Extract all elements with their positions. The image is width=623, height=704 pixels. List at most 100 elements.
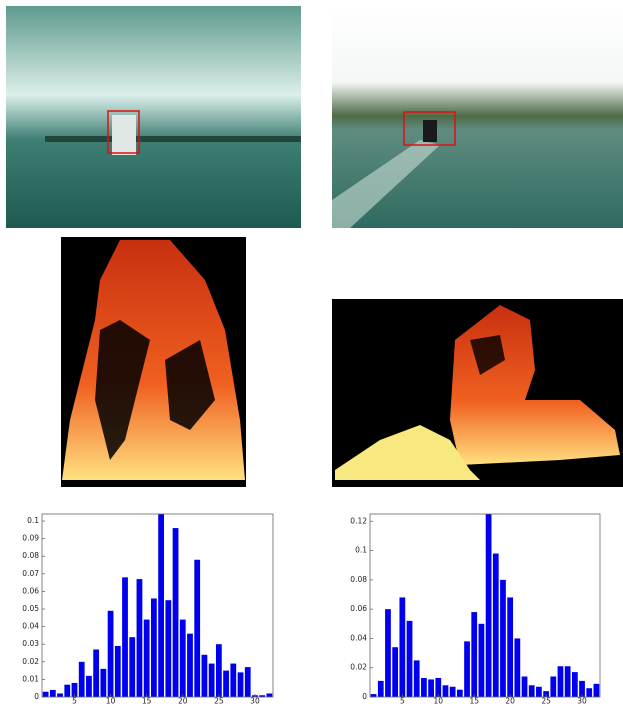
y-tick-label: 0.09 — [22, 534, 39, 543]
bar — [594, 684, 600, 697]
bar — [558, 666, 564, 697]
bar — [267, 693, 273, 697]
bar — [471, 612, 477, 697]
histograms: 0 0.01 0.02 0.03 0.04 0.05 0.06 0.07 0.08 0.09 0.1… — [22, 514, 600, 704]
person — [423, 120, 437, 142]
y-tick-label: 0.04 — [22, 622, 39, 631]
bar — [187, 634, 193, 697]
x-tick-label: 25 — [214, 697, 224, 704]
bar — [230, 664, 236, 697]
bar — [50, 690, 56, 697]
bar — [421, 678, 427, 697]
photo-boat — [332, 4, 623, 228]
depth-map-left — [61, 237, 246, 487]
bar — [223, 671, 229, 697]
bar — [93, 649, 99, 697]
y-tick-label: 0.01 — [22, 674, 39, 683]
y-tick-label: 0 — [34, 692, 39, 701]
bar — [144, 620, 150, 697]
x-tick-label: 30 — [577, 697, 587, 704]
bar — [565, 666, 571, 697]
y-tick-label: 0.12 — [350, 516, 367, 525]
bar — [209, 664, 215, 697]
depth-map-right — [332, 299, 623, 487]
bar — [486, 514, 492, 697]
bar — [443, 685, 449, 697]
x-tick-label: 15 — [469, 697, 479, 704]
bar — [428, 679, 434, 697]
y-tick-label: 0.1 — [27, 516, 39, 525]
bar — [493, 554, 499, 697]
shoreline — [45, 136, 301, 142]
bar — [216, 644, 222, 697]
x-tick-label: 20 — [505, 697, 515, 704]
bar — [202, 655, 208, 697]
y-tick-label: 0.02 — [22, 657, 39, 666]
bar — [151, 598, 157, 697]
axes-frame — [42, 514, 273, 697]
bar — [378, 681, 384, 697]
bar — [194, 560, 200, 697]
bar — [399, 597, 405, 697]
x-tick-label: 30 — [250, 697, 260, 704]
y-tick-label: 0.1 — [355, 546, 367, 555]
bar — [522, 677, 528, 697]
bar — [57, 693, 63, 697]
y-tick-label: 0 — [362, 692, 367, 701]
bar — [371, 694, 377, 697]
bar — [108, 611, 114, 697]
bar — [238, 672, 244, 697]
y-tick-label: 0.07 — [22, 569, 39, 578]
figure: 0 0.01 0.02 0.03 0.04 0.05 0.06 0.07 0.08 0.09 0.1… — [0, 0, 623, 704]
x-tick-label: 5 — [72, 697, 77, 704]
bar — [514, 638, 520, 697]
bar — [173, 528, 179, 697]
bar — [165, 600, 171, 697]
bar — [180, 620, 186, 697]
x-tick-label: 15 — [142, 697, 152, 704]
bar — [137, 579, 143, 697]
y-tick-label: 0.06 — [22, 586, 39, 595]
bar — [158, 514, 164, 697]
x-tick-label: 5 — [400, 697, 405, 704]
bar — [129, 637, 135, 697]
bar — [245, 667, 251, 697]
bar — [529, 685, 535, 697]
bar — [479, 624, 485, 697]
bar — [115, 646, 121, 697]
y-tick-label: 0.06 — [350, 604, 367, 613]
x-tick-label: 10 — [434, 697, 444, 704]
bar — [385, 609, 391, 697]
bar — [414, 660, 420, 697]
bar — [572, 672, 578, 697]
bar — [550, 677, 556, 697]
bar — [407, 621, 413, 697]
bar — [450, 687, 456, 697]
bar — [507, 597, 513, 697]
bar — [500, 580, 506, 697]
photo — [6, 6, 301, 228]
buoy — [112, 115, 136, 155]
y-tick-label: 0.03 — [22, 639, 39, 648]
y-tick-label: 0.08 — [22, 551, 39, 560]
y-tick-label: 0.04 — [350, 633, 367, 642]
bar — [43, 692, 49, 697]
bar — [122, 577, 128, 697]
x-tick-label: 25 — [541, 697, 551, 704]
y-tick-label: 0.02 — [350, 663, 367, 672]
x-tick-label: 10 — [106, 697, 116, 704]
y-tick-label: 0.05 — [22, 604, 39, 613]
bar — [100, 669, 106, 697]
photo-buoy — [6, 6, 301, 228]
bar — [86, 676, 92, 697]
bar — [64, 685, 70, 697]
bar — [464, 641, 470, 697]
x-tick-label: 20 — [178, 697, 188, 704]
y-tick-label: 0.08 — [350, 575, 367, 584]
bar — [536, 687, 542, 697]
bar — [392, 647, 398, 697]
bar — [457, 690, 463, 697]
bar — [586, 688, 592, 697]
page: 0 0.01 0.02 0.03 0.04 0.05 0.06 0.07 0.08 0.09 0.1… — [0, 0, 623, 704]
bar — [79, 662, 85, 697]
